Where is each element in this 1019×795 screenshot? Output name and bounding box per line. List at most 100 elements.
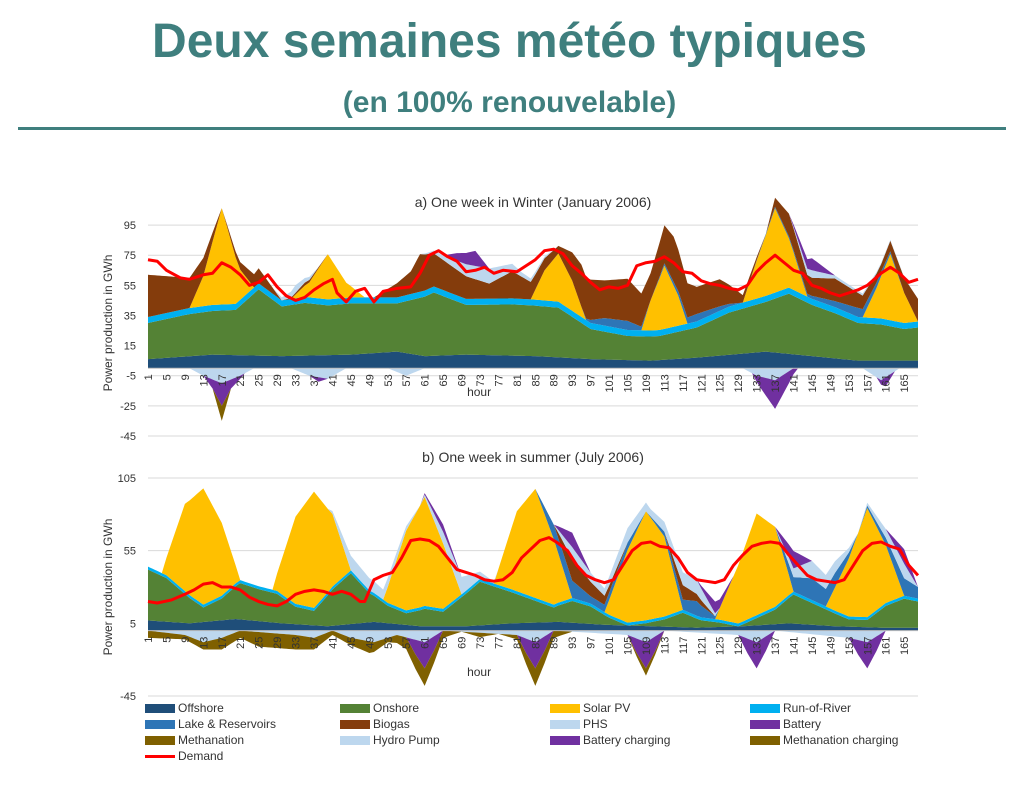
area-hydro_pump (148, 368, 918, 384)
x-tick-label: 117 (678, 637, 690, 655)
x-tick-label: 13 (198, 637, 210, 649)
chart-summer: b) One week in summer (July 2006)105555-… (101, 449, 920, 703)
y-tick-label: 55 (124, 280, 136, 292)
y-tick-label: 55 (124, 546, 136, 558)
area-biogas (148, 197, 918, 327)
y-tick-label: 105 (118, 473, 136, 485)
legend-swatch (550, 720, 580, 729)
x-tick-label: 53 (383, 637, 395, 649)
x-tick-label: 125 (715, 637, 727, 655)
legend-label: Methanation charging (783, 733, 899, 747)
x-tick-label: 29 (272, 637, 284, 649)
chart-title: a) One week in Winter (January 2006) (415, 194, 652, 210)
legend-swatch (550, 704, 580, 713)
slide-title: Deux semaines météo typiques (152, 15, 867, 68)
x-tick-label: 137 (770, 637, 782, 655)
y-tick-label: 5 (130, 618, 136, 630)
area-solar (148, 488, 918, 624)
x-tick-label: 77 (493, 374, 505, 386)
x-tick-label: 117 (678, 374, 690, 392)
title-divider (18, 127, 1006, 130)
x-tick-label: 153 (844, 374, 856, 392)
legend-swatch (340, 736, 370, 745)
x-tick-label: 69 (457, 374, 469, 386)
x-tick-label: 13 (198, 374, 210, 386)
legend-swatch (340, 704, 370, 713)
line-demand (147, 247, 919, 304)
x-tick-label: 81 (512, 374, 524, 386)
x-tick-label: 77 (493, 637, 505, 649)
x-tick-label: 61 (420, 374, 432, 386)
x-tick-label: 141 (789, 637, 801, 655)
legend-swatch (145, 720, 175, 729)
x-tick-label: 89 (549, 374, 561, 386)
x-tick-label: 141 (789, 374, 801, 392)
y-tick-label: -25 (120, 401, 136, 413)
y-axis-label: Power production in GWh (101, 255, 115, 392)
x-tick-label: 153 (844, 637, 856, 655)
legend-label: Demand (178, 749, 224, 763)
line-demand (147, 536, 920, 608)
x-tick-label: 157 (862, 374, 874, 392)
x-tick-label: 73 (475, 637, 487, 649)
legend-label: Run-of-River (783, 701, 852, 715)
x-tick-label: 49 (364, 637, 376, 649)
x-tick-label: 129 (733, 374, 745, 392)
x-tick-label: 125 (715, 374, 727, 392)
x-tick-label: 113 (659, 637, 671, 655)
x-tick-label: 41 (327, 637, 339, 649)
x-tick-label: 165 (899, 374, 911, 392)
area-battery_charging (148, 368, 918, 409)
x-tick-label: 85 (530, 637, 542, 649)
x-tick-label: 53 (383, 374, 395, 386)
area-hydro_pump (148, 630, 918, 643)
y-tick-label: 35 (124, 310, 136, 322)
x-tick-label: 105 (623, 637, 635, 655)
chart-winter: a) One week in Winter (January 2006)9575… (101, 194, 919, 443)
x-tick-label: 161 (881, 637, 893, 655)
area-onshore (148, 569, 918, 628)
area-onshore (148, 289, 918, 361)
legend-swatch (145, 755, 175, 758)
x-tick-label: 105 (623, 374, 635, 392)
x-tick-label: 9 (180, 637, 192, 643)
legend-label: Hydro Pump (373, 733, 440, 747)
legend-swatch (750, 736, 780, 745)
legend-label: Lake & Reservoirs (178, 717, 277, 731)
y-tick-label: -5 (126, 371, 136, 383)
slide-subtitle: (en 100% renouvelable) (342, 86, 677, 119)
legend-label: PHS (583, 717, 608, 731)
area-methanation_charging (148, 630, 918, 686)
x-tick-label: 45 (346, 374, 358, 386)
x-tick-label: 65 (438, 637, 450, 649)
x-tick-label: 37 (309, 637, 321, 649)
legend-swatch (145, 736, 175, 745)
x-tick-label: 45 (346, 637, 358, 649)
x-tick-label: 89 (549, 637, 561, 649)
x-tick-label: 133 (752, 637, 764, 655)
x-tick-label: 137 (770, 374, 782, 392)
y-tick-label: -45 (120, 691, 136, 703)
x-tick-label: 49 (364, 374, 376, 386)
x-tick-label: 145 (807, 637, 819, 655)
x-tick-label: 57 (401, 374, 413, 386)
x-tick-label: 93 (567, 637, 579, 649)
x-tick-label: 41 (327, 374, 339, 386)
x-tick-label: 121 (696, 637, 708, 655)
legend-label: Onshore (373, 701, 420, 715)
x-tick-label: 17 (217, 374, 229, 386)
x-tick-label: 101 (604, 374, 616, 392)
x-axis-label: hour (467, 665, 491, 679)
x-tick-label: 25 (254, 637, 266, 649)
legend-label: Methanation (178, 733, 245, 747)
x-tick-label: 57 (401, 637, 413, 649)
x-tick-label: 29 (272, 374, 284, 386)
x-tick-label: 21 (235, 374, 247, 386)
x-tick-label: 25 (254, 374, 266, 386)
x-tick-label: 5 (161, 637, 173, 643)
legend-label: Battery (783, 717, 822, 731)
legend-swatch (750, 704, 780, 713)
x-tick-label: 97 (586, 637, 598, 649)
x-tick-label: 121 (696, 374, 708, 392)
